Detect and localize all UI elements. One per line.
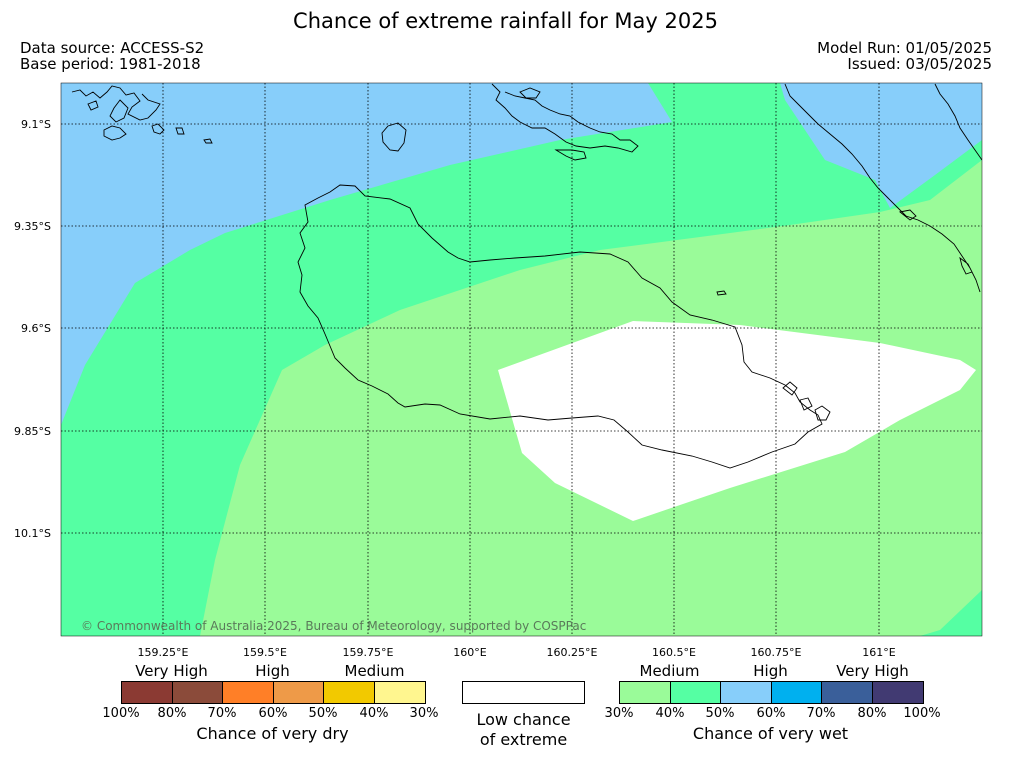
copyright-notice: © Commonwealth of Australia 2025, Bureau… xyxy=(81,619,586,633)
wet-tick: 60% xyxy=(756,706,786,721)
dry-tick: 30% xyxy=(409,706,439,721)
data-source: Data source: ACCESS-S2 xyxy=(20,39,205,57)
zone-wet-50-60 xyxy=(61,83,982,425)
wet-heading-very-high: Very High xyxy=(836,662,909,680)
dry-swatch xyxy=(274,682,324,703)
map-frame xyxy=(60,82,983,637)
dry-swatch xyxy=(375,682,425,703)
lon-label: 160.5°E xyxy=(652,646,696,659)
dry-swatch xyxy=(223,682,274,703)
low-chance-swatch xyxy=(462,681,585,704)
dry-heading-very-high: Very High xyxy=(135,662,208,680)
lat-label: 9.85°S xyxy=(14,425,51,438)
island-florida-group xyxy=(491,83,639,161)
dry-swatch xyxy=(324,682,375,703)
wet-heading-high: High xyxy=(753,662,788,680)
dry-caption: Chance of very dry xyxy=(196,724,349,743)
island-small-center xyxy=(381,122,407,152)
wet-swatch xyxy=(873,682,923,703)
island-tiny-left xyxy=(203,138,213,144)
wet-tick: 70% xyxy=(806,706,836,721)
lon-label: 160.25°E xyxy=(547,646,598,659)
coastlines xyxy=(71,83,982,469)
islands-nw-group xyxy=(71,85,185,141)
meta-right: Model Run: 01/05/2025 Issued: 03/05/2025 xyxy=(817,40,992,72)
dry-heading-high: High xyxy=(255,662,290,680)
dry-tick: 100% xyxy=(102,706,140,721)
wet-tick: 100% xyxy=(903,706,941,721)
rainfall-map: 9.1°S 9.35°S 9.6°S 9.85°S 10.1°S 159.25°… xyxy=(14,82,983,659)
lat-label: 10.1°S xyxy=(14,527,51,540)
map-title: Chance of extreme rainfall for May 2025 xyxy=(293,9,718,33)
lon-label: 159.5°E xyxy=(243,646,287,659)
zone-wet-40-50 xyxy=(61,83,982,636)
wet-tick: 30% xyxy=(604,706,634,721)
wet-swatch xyxy=(772,682,822,703)
lon-label: 160°E xyxy=(453,646,486,659)
island-guadalcanal xyxy=(297,184,823,469)
wet-colorbar xyxy=(619,681,924,704)
wet-swatch xyxy=(620,682,671,703)
zone-low-chance xyxy=(498,321,976,521)
islands-marau xyxy=(782,381,831,421)
lat-label: 9.6°S xyxy=(21,322,51,335)
dry-colorbar xyxy=(121,681,426,704)
lon-label: 159.25°E xyxy=(138,646,189,659)
model-run: Model Run: 01/05/2025 xyxy=(817,39,992,57)
dry-tick: 50% xyxy=(308,706,338,721)
wet-caption: Chance of very wet xyxy=(692,724,849,743)
base-period: Base period: 1981-2018 xyxy=(20,55,201,73)
dry-swatch xyxy=(173,682,223,703)
dry-tick: 40% xyxy=(359,706,389,721)
lon-label: 161°E xyxy=(862,646,895,659)
dry-swatch xyxy=(122,682,173,703)
issued-date: Issued: 03/05/2025 xyxy=(847,55,992,73)
wet-heading-medium: Medium xyxy=(639,662,700,680)
wet-tick: 80% xyxy=(857,706,887,721)
lat-labels: 9.1°S 9.35°S 9.6°S 9.85°S 10.1°S xyxy=(14,118,51,540)
island-malaita xyxy=(784,83,982,293)
lon-label: 159.75°E xyxy=(343,646,394,659)
lat-label: 9.1°S xyxy=(21,118,51,131)
low-chance-caption: Low chance of extreme xyxy=(462,710,585,750)
dry-tick: 70% xyxy=(207,706,237,721)
wet-tick: 50% xyxy=(705,706,735,721)
dry-tick: 60% xyxy=(258,706,288,721)
wet-tick: 40% xyxy=(655,706,685,721)
dry-heading-medium: Medium xyxy=(344,662,405,680)
graticule xyxy=(61,83,982,636)
island-tiny-center xyxy=(716,290,727,296)
meta-left: Data source: ACCESS-S2 Base period: 1981… xyxy=(20,40,204,72)
dry-tick: 80% xyxy=(157,706,187,721)
wet-swatch xyxy=(721,682,772,703)
wet-swatch xyxy=(671,682,721,703)
wet-swatch xyxy=(822,682,873,703)
low-chance-line1: Low chance xyxy=(476,710,571,729)
lon-label: 160.75°E xyxy=(751,646,802,659)
low-chance-line2: of extreme xyxy=(479,730,568,749)
lon-labels: 159.25°E 159.5°E 159.75°E 160°E 160.25°E… xyxy=(138,646,896,659)
lat-label: 9.35°S xyxy=(14,220,51,233)
